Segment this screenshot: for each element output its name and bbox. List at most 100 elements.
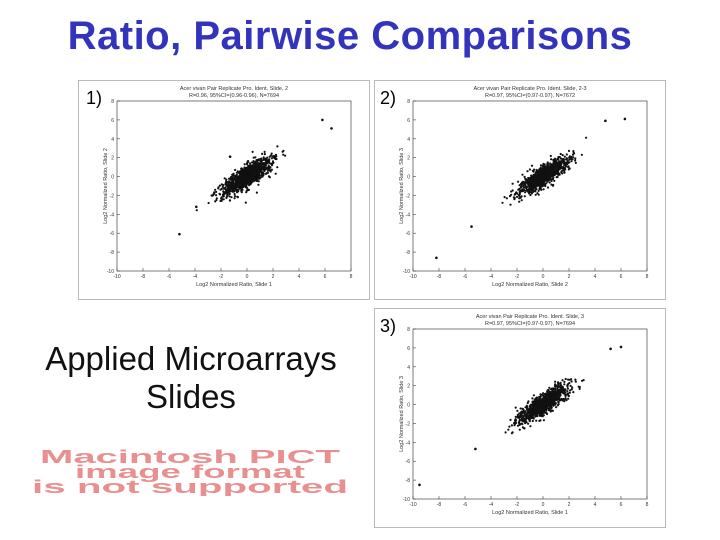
- scatter-point: [551, 169, 554, 172]
- scatter-point: [236, 195, 239, 198]
- scatter-plot-1: Acer vivan Pair Replicate Pro. Ident. Sl…: [103, 86, 353, 288]
- x-tick-label: 6: [324, 274, 327, 280]
- scatter-point: [223, 177, 226, 180]
- scatter-point: [559, 152, 562, 156]
- scatter-points: [435, 117, 627, 260]
- scatter-point: [237, 181, 240, 184]
- scatter-point: [225, 178, 228, 181]
- scatter-point: [513, 424, 516, 427]
- scatter-point: [258, 169, 261, 173]
- x-axis-label: Log2 Normalized Ratio, Slide 1: [196, 282, 272, 288]
- scatter-point: [252, 160, 255, 163]
- scatter-point: [541, 169, 544, 172]
- scatter-point: [252, 165, 255, 168]
- scatter-point: [552, 162, 555, 165]
- scatter-point: [269, 170, 272, 173]
- scatter-point: [532, 403, 535, 406]
- scatter-point: [514, 406, 517, 409]
- scatter-point: [235, 180, 238, 183]
- scatter-point: [222, 195, 225, 198]
- scatter-point: [252, 163, 255, 166]
- plot-title: Acer vivan Pair Replicate Pro. Ident. Sl…: [476, 314, 584, 320]
- scatter-point: [578, 387, 581, 390]
- y-tick-label: -2: [110, 193, 115, 199]
- scatter-point: [565, 153, 568, 156]
- scatter-point: [518, 191, 521, 194]
- y-tick-label: -10: [403, 497, 410, 503]
- scatter-point: [542, 392, 545, 395]
- scatter-point: [518, 188, 521, 191]
- scatter-point: [518, 420, 521, 423]
- scatter-point: [559, 398, 562, 401]
- scatter-point: [550, 394, 553, 397]
- plot-subtitle: R=0.97, 95%CI=(0.97-0.97), N=7694: [485, 321, 575, 327]
- x-tick-label: 6: [620, 274, 623, 280]
- scatter-point: [580, 153, 583, 156]
- scatter-point: [567, 168, 570, 171]
- scatter-point: [537, 189, 540, 192]
- scatter-point: [254, 156, 257, 159]
- scatter-point: [215, 190, 218, 193]
- scatter-point: [530, 179, 533, 182]
- scatter-point: [533, 168, 536, 171]
- scatter-point: [527, 178, 530, 182]
- scatter-point: [562, 159, 565, 162]
- scatter-point: [538, 187, 541, 191]
- scatter-point: [558, 162, 561, 165]
- scatter-point: [557, 389, 560, 392]
- y-tick-label: -4: [110, 212, 115, 218]
- scatter-point: [227, 183, 230, 187]
- scatter-point: [522, 186, 525, 189]
- scatter-point: [231, 176, 234, 179]
- x-tick-label: 4: [594, 502, 597, 508]
- applied-microarrays-caption: Applied Microarrays Slides: [16, 340, 366, 416]
- scatter-point: [254, 168, 257, 171]
- y-tick-label: 2: [407, 384, 410, 390]
- scatter-point: [563, 380, 566, 383]
- scatter-point: [215, 198, 218, 202]
- scatter-point: [252, 180, 255, 183]
- scatter-point: [252, 173, 255, 176]
- x-tick-label: -10: [409, 502, 416, 508]
- scatter-point: [518, 418, 521, 421]
- scatter-point: [263, 150, 266, 153]
- scatter-point: [522, 408, 525, 411]
- scatter-point: [533, 186, 536, 189]
- scatter-point: [243, 167, 246, 170]
- scatter-point: [567, 397, 570, 400]
- scatter-point: [552, 394, 556, 397]
- y-tick-label: -8: [406, 478, 411, 484]
- scatter-point: [509, 203, 512, 206]
- scatter-point: [532, 176, 536, 180]
- scatter-point: [523, 195, 526, 198]
- scatter-point: [532, 413, 535, 417]
- x-tick-label: 2: [568, 502, 571, 508]
- scatter-point: [256, 167, 260, 170]
- x-tick-label: -6: [463, 274, 468, 280]
- y-tick-label: 8: [407, 327, 410, 333]
- scatter-point: [545, 399, 548, 402]
- scatter-outlier-point: [330, 127, 333, 130]
- scatter-point: [238, 173, 241, 176]
- scatter-point: [528, 420, 531, 423]
- scatter-point: [553, 179, 556, 182]
- scatter-point: [523, 420, 526, 423]
- x-tick-label: 6: [620, 502, 623, 508]
- scatter-point: [241, 183, 244, 186]
- scatter-point: [535, 419, 538, 422]
- scatter-point: [512, 196, 515, 199]
- scatter-point: [551, 184, 555, 187]
- x-tick-label: -10: [113, 274, 120, 280]
- scatter-point: [222, 184, 225, 187]
- scatter-point: [247, 166, 251, 169]
- x-tick-label: 4: [298, 274, 301, 280]
- scatter-point: [557, 167, 560, 170]
- scatter-point: [221, 185, 224, 188]
- scatter-point: [263, 169, 266, 173]
- scatter-plot-2-frame: Acer vivan Pair Replicate Pro. Ident. Sl…: [374, 80, 666, 300]
- scatter-point: [242, 179, 245, 182]
- scatter-point: [567, 383, 570, 386]
- scatter-point: [547, 409, 550, 412]
- scatter-point: [254, 179, 257, 182]
- scatter-point: [551, 389, 554, 393]
